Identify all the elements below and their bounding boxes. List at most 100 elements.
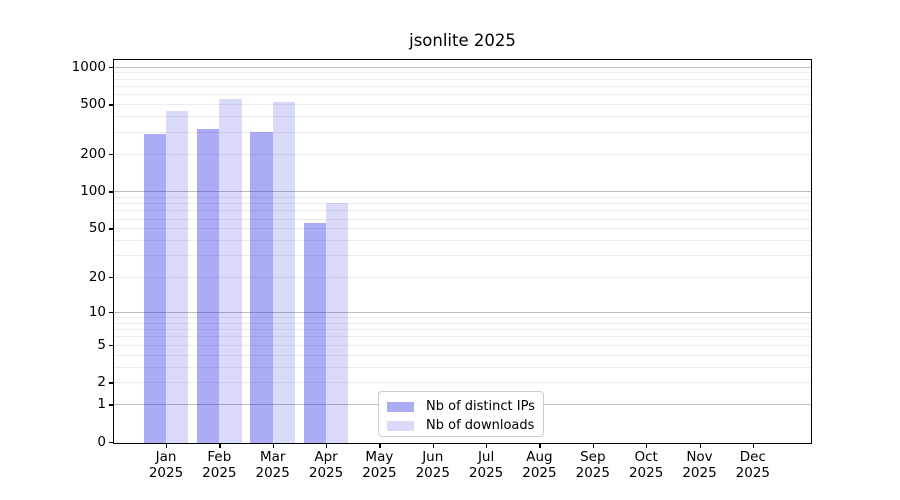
y-tick-mark xyxy=(109,404,113,406)
x-tick-label: Oct 2025 xyxy=(616,449,676,481)
bar-downloads xyxy=(166,110,189,443)
x-tick-mark xyxy=(592,444,594,448)
gridline-minor xyxy=(114,322,811,324)
gridline-minor xyxy=(114,218,811,220)
y-tick-label: 50 xyxy=(88,220,106,237)
gridline-minor xyxy=(114,94,811,96)
legend-label: Nb of distinct IPs xyxy=(426,399,535,414)
x-tick-mark xyxy=(432,444,434,448)
x-tick-mark xyxy=(166,444,168,448)
x-tick-mark xyxy=(752,444,755,448)
x-tick-label: Mar 2025 xyxy=(243,449,303,481)
x-tick-label: Dec 2025 xyxy=(723,449,783,481)
x-tick-label-line: 2025 xyxy=(468,464,504,481)
x-tick-mark xyxy=(646,444,648,448)
x-tick-label-line: 2025 xyxy=(202,464,237,481)
bar-downloads xyxy=(272,102,296,443)
bar-distinct-ips xyxy=(250,131,273,443)
y-tick-mark xyxy=(109,382,113,384)
gridline-minor xyxy=(114,203,811,205)
x-tick-label: Apr 2025 xyxy=(296,449,356,481)
gridline-minor xyxy=(114,336,811,338)
y-tick-label: 100 xyxy=(80,183,106,200)
x-tick-label-line: Nov xyxy=(686,449,713,465)
gridline-major xyxy=(114,311,811,313)
x-tick-label-line: 2025 xyxy=(682,464,717,481)
y-tick-mark xyxy=(109,153,113,156)
x-tick-mark xyxy=(486,444,488,448)
x-tick-label-line: 2025 xyxy=(148,464,184,481)
x-tick-label-line: Sep xyxy=(580,449,606,465)
x-tick-label-line: May xyxy=(365,449,394,465)
legend-item-downloads: Nb of downloads xyxy=(379,416,543,435)
x-tick-label: Jul 2025 xyxy=(456,449,516,481)
x-tick-label-line: 2025 xyxy=(735,464,771,481)
x-tick-label-line: 2025 xyxy=(415,464,450,481)
legend-label: Nb of downloads xyxy=(426,418,535,433)
gridline-minor xyxy=(114,86,811,87)
gridline-minor xyxy=(114,116,811,118)
x-tick-label-line: Mar xyxy=(259,449,286,465)
gridline-minor xyxy=(114,276,811,278)
x-tick-label-line: 2025 xyxy=(575,464,610,481)
x-tick-label: Sep 2025 xyxy=(563,449,623,481)
plot-area xyxy=(113,59,812,444)
y-tick-label: 1000 xyxy=(71,58,106,75)
y-tick-mark xyxy=(109,228,113,230)
y-tick-mark xyxy=(109,191,113,193)
y-tick-label: 0 xyxy=(97,434,106,450)
gridline-minor xyxy=(114,72,811,74)
gridline-minor xyxy=(114,382,811,384)
x-tick-label-line: 2025 xyxy=(628,464,664,481)
gridline-minor xyxy=(114,104,811,106)
bar-distinct-ips xyxy=(143,133,166,443)
x-tick-label: Nov 2025 xyxy=(670,449,730,481)
x-tick-label-line: Jul xyxy=(477,449,495,465)
gridline-minor xyxy=(114,329,811,331)
y-tick-mark xyxy=(109,104,113,106)
distinct-ips-swatch-icon xyxy=(387,401,414,412)
bar-distinct-ips xyxy=(196,129,220,443)
gridline-minor xyxy=(114,228,811,230)
gridline-minor xyxy=(114,78,811,80)
gridline-major xyxy=(114,66,811,68)
x-tick-mark xyxy=(539,444,541,448)
y-tick-mark xyxy=(109,442,113,444)
x-tick-label-line: Jun xyxy=(422,449,444,465)
x-tick-label-line: Oct xyxy=(634,449,658,465)
bar-distinct-ips xyxy=(303,223,327,443)
y-tick-label: 200 xyxy=(80,145,106,162)
gridline-minor xyxy=(114,210,811,212)
y-tick-mark xyxy=(109,66,113,69)
gridline-minor xyxy=(114,153,811,155)
downloads-swatch-icon xyxy=(387,420,414,431)
x-tick-label-line: Dec xyxy=(739,449,766,465)
x-tick-label-line: 2025 xyxy=(362,464,397,481)
legend-item-distinct-ips: Nb of distinct IPs xyxy=(379,397,543,416)
gridline-minor xyxy=(114,354,811,356)
x-tick-label: Jan 2025 xyxy=(136,449,196,481)
x-tick-mark xyxy=(219,444,221,448)
x-tick-mark xyxy=(699,444,701,448)
gridline-minor xyxy=(114,316,811,318)
x-tick-mark xyxy=(379,444,381,448)
x-tick-label: Aug 2025 xyxy=(509,449,569,481)
y-tick-mark xyxy=(109,276,113,278)
bar-downloads xyxy=(219,99,242,443)
x-tick-label: Feb 2025 xyxy=(189,449,249,481)
x-tick-label-line: Jan xyxy=(155,449,177,465)
x-tick-label-line: 2025 xyxy=(308,464,344,481)
x-tick-label: May 2025 xyxy=(349,449,409,481)
x-tick-mark xyxy=(326,444,328,448)
gridline-minor xyxy=(114,255,811,257)
gridline-minor xyxy=(114,240,811,242)
y-tick-label: 1 xyxy=(97,396,106,413)
legend: Nb of distinct IPs Nb of downloads xyxy=(378,391,544,437)
x-tick-label-line: Feb xyxy=(207,449,232,465)
y-tick-label: 500 xyxy=(80,96,106,113)
gridline-minor xyxy=(114,344,811,346)
y-tick-label: 20 xyxy=(88,268,106,285)
x-tick-label: Jun 2025 xyxy=(403,449,463,481)
y-tick-label: 10 xyxy=(88,303,106,320)
